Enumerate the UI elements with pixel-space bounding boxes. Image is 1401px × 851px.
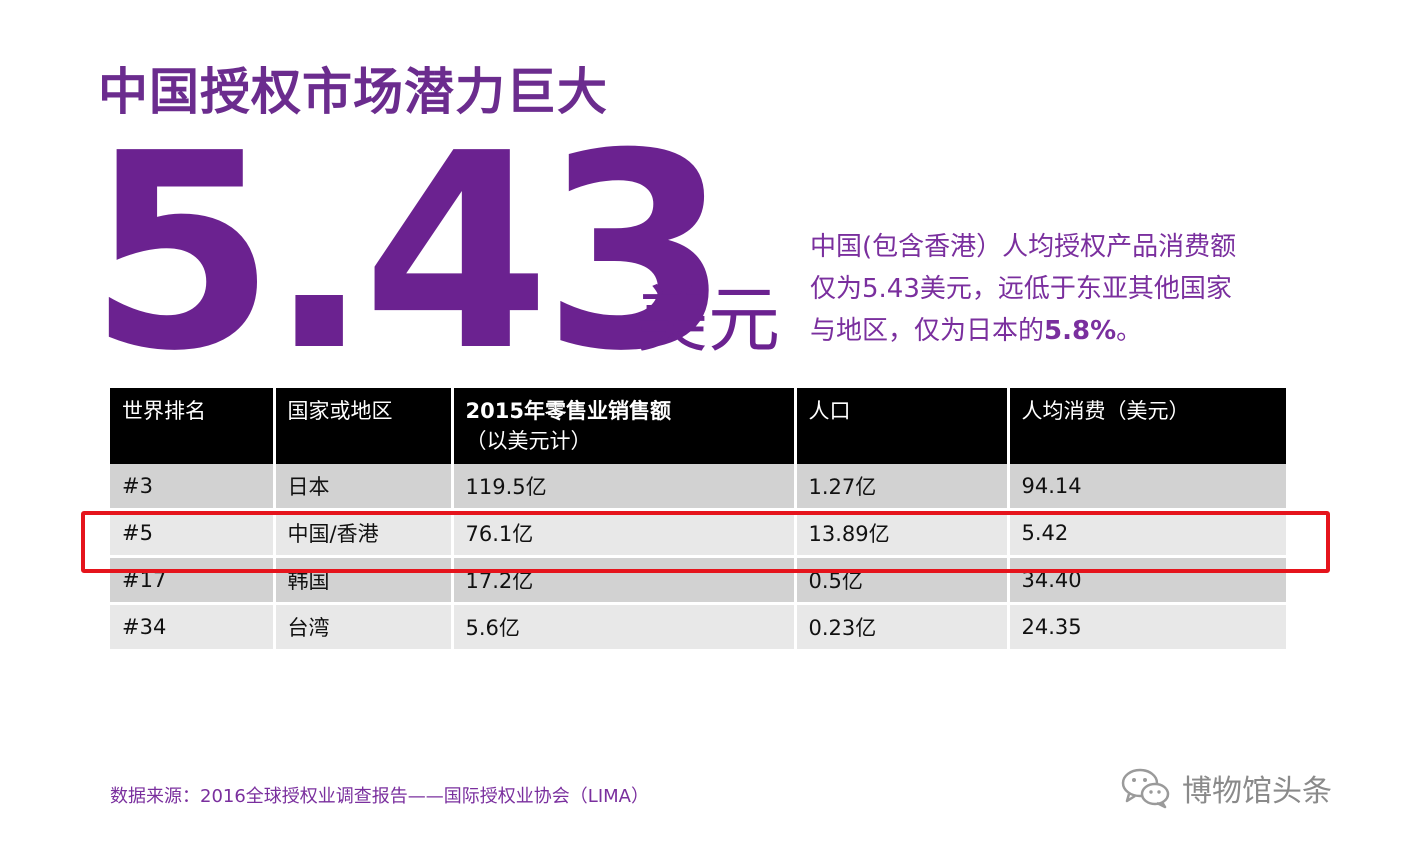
header-sales-line-2: （以美元计） <box>465 429 592 453</box>
watermark-text: 博物馆头条 <box>1182 774 1332 809</box>
cell-sales: 17.2亿 <box>452 556 797 605</box>
page-title: 中国授权市场潜力巨大 <box>98 63 608 121</box>
licensing-table: 世界排名 国家或地区 2015年零售业销售额 （以美元计） 人口 人均消费（美元… <box>110 388 1286 652</box>
cell-population: 1.27亿 <box>795 464 1010 511</box>
cell-region: 日本 <box>274 464 454 511</box>
cell-population: 13.89亿 <box>795 509 1010 558</box>
cell-sales: 76.1亿 <box>452 509 797 558</box>
header-region: 国家或地区 <box>274 388 454 464</box>
table-row: #5 中国/香港 76.1亿 13.89亿 5.42 <box>110 509 1286 558</box>
description-line-1: 中国(包含香港）人均授权产品消费额 <box>810 232 1237 262</box>
cell-sales: 119.5亿 <box>452 464 797 511</box>
cell-per-capita: 24.35 <box>1008 603 1286 652</box>
table-row: #3 日本 119.5亿 1.27亿 94.14 <box>110 464 1286 511</box>
table-row: #34 台湾 5.6亿 0.23亿 24.35 <box>110 603 1286 652</box>
description-line-3-suffix: 。 <box>1116 316 1143 346</box>
cell-region: 韩国 <box>274 556 454 605</box>
cell-rank: #5 <box>110 509 276 558</box>
data-source-note: 数据来源：2016全球授权业调查报告——国际授权业协会（LIMA） <box>110 786 649 807</box>
cell-per-capita: 94.14 <box>1008 464 1286 511</box>
header-per-capita: 人均消费（美元） <box>1008 388 1286 464</box>
cell-population: 0.23亿 <box>795 603 1010 652</box>
header-sales-line-1: 2015年零售业销售额 <box>465 399 671 423</box>
description: 中国(包含香港）人均授权产品消费额 仅为5.43美元，远低于东亚其他国家 与地区… <box>810 226 1290 352</box>
cell-per-capita: 34.40 <box>1008 556 1286 605</box>
headline-number: 5.43 <box>88 95 730 410</box>
cell-rank: #3 <box>110 464 276 511</box>
cell-per-capita: 5.42 <box>1008 509 1286 558</box>
header-population: 人口 <box>795 388 1010 464</box>
description-line-2: 仅为5.43美元，远低于东亚其他国家 <box>810 274 1232 304</box>
table-row: #17 韩国 17.2亿 0.5亿 34.40 <box>110 556 1286 605</box>
cell-population: 0.5亿 <box>795 556 1010 605</box>
description-line-3-prefix: 与地区，仅为日本的 <box>810 316 1045 346</box>
cell-rank: #34 <box>110 603 276 652</box>
watermark: 博物馆头条 <box>1120 766 1332 810</box>
cell-rank: #17 <box>110 556 276 605</box>
cell-region: 台湾 <box>274 603 454 652</box>
table-header-row: 世界排名 国家或地区 2015年零售业销售额 （以美元计） 人口 人均消费（美元… <box>110 388 1286 464</box>
cell-region: 中国/香港 <box>274 509 454 558</box>
wechat-icon <box>1120 766 1172 810</box>
cell-sales: 5.6亿 <box>452 603 797 652</box>
header-rank: 世界排名 <box>110 388 276 464</box>
description-percent: 5.8% <box>1044 316 1117 346</box>
headline-unit: 美元 <box>636 278 781 362</box>
header-sales: 2015年零售业销售额 （以美元计） <box>452 388 797 464</box>
description-line-3: 与地区，仅为日本的5.8%。 <box>810 310 1290 352</box>
